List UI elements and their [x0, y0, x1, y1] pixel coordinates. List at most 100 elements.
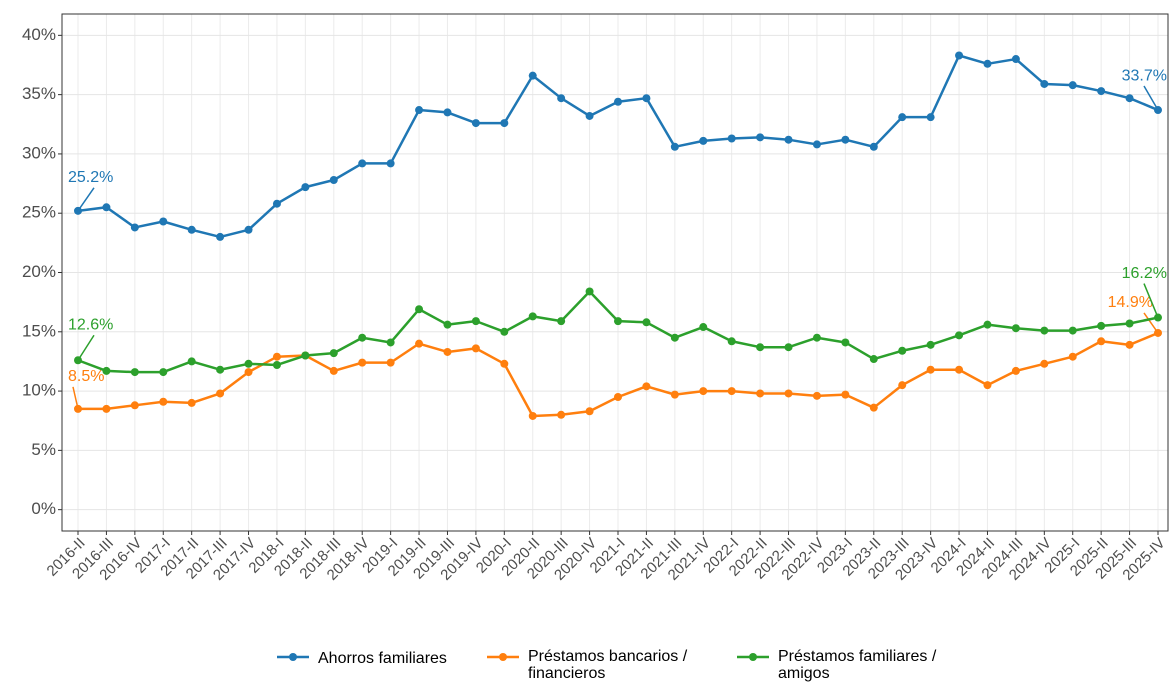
point	[159, 397, 168, 406]
point	[699, 387, 708, 396]
point	[926, 113, 935, 122]
point	[471, 344, 480, 353]
point	[1011, 324, 1020, 333]
point	[130, 223, 139, 232]
point	[670, 333, 679, 342]
legend-label: Préstamos familiares / amigos	[778, 648, 937, 682]
point	[386, 358, 395, 367]
data-label: 25.2%	[68, 169, 113, 186]
point	[614, 317, 622, 326]
point	[756, 389, 765, 398]
point	[102, 203, 111, 212]
point	[500, 327, 509, 336]
point	[841, 390, 850, 399]
point	[585, 287, 594, 296]
point	[898, 346, 907, 355]
point	[955, 51, 964, 60]
point	[955, 331, 964, 340]
point	[102, 404, 111, 413]
y-tick-label: 40%	[22, 25, 56, 44]
point	[528, 411, 537, 420]
point	[1125, 319, 1134, 328]
legend-dot	[499, 653, 507, 661]
point	[1068, 326, 1077, 335]
data-label: 33.7%	[1122, 67, 1167, 84]
point	[443, 108, 452, 117]
annotation-leader	[77, 334, 95, 361]
data-label: 12.6%	[68, 316, 113, 333]
point	[784, 343, 793, 352]
point	[841, 338, 850, 347]
point	[329, 349, 338, 358]
point	[1097, 337, 1106, 346]
point	[841, 135, 850, 144]
point	[358, 333, 367, 342]
point	[358, 159, 367, 168]
point	[471, 317, 480, 326]
point	[784, 389, 793, 398]
annotation-leader	[77, 187, 95, 212]
point	[1040, 326, 1049, 335]
point	[329, 366, 338, 375]
point	[244, 225, 253, 234]
point	[670, 390, 679, 399]
legend-key	[737, 653, 769, 661]
point	[784, 135, 793, 144]
point	[102, 366, 111, 375]
point	[1011, 55, 1020, 64]
point	[187, 225, 196, 234]
point	[386, 159, 395, 168]
point	[1125, 340, 1134, 349]
point	[130, 368, 139, 377]
point	[955, 365, 964, 374]
point	[386, 338, 395, 347]
point	[869, 142, 878, 151]
point	[443, 320, 452, 329]
point	[187, 357, 196, 366]
point	[983, 320, 992, 329]
point	[585, 111, 594, 120]
point	[216, 389, 225, 398]
point	[557, 317, 566, 326]
legend-dot	[749, 653, 757, 661]
point	[557, 94, 566, 103]
point	[983, 381, 992, 390]
point	[500, 119, 509, 128]
point	[614, 97, 622, 106]
legend-item: Préstamos familiares / amigos	[736, 648, 978, 682]
point	[812, 333, 821, 342]
point	[585, 407, 594, 416]
point	[130, 401, 139, 410]
point	[415, 106, 424, 115]
point	[557, 410, 566, 419]
point	[1097, 321, 1106, 330]
point	[1011, 366, 1020, 375]
point	[301, 351, 310, 360]
point	[216, 365, 225, 374]
y-tick-label: 15%	[22, 321, 56, 340]
chart: 0%5%10%15%20%25%30%35%40%2016-II2016-III…	[22, 13, 1169, 584]
point	[614, 393, 622, 402]
y-tick-label: 20%	[22, 262, 56, 281]
point	[443, 347, 452, 356]
point	[699, 323, 708, 332]
legend-label: Préstamos bancarios / financieros	[528, 648, 688, 682]
point	[1068, 352, 1077, 361]
point	[187, 398, 196, 407]
point	[159, 368, 168, 377]
point	[1040, 79, 1049, 88]
point	[642, 318, 651, 327]
y-tick-label: 35%	[22, 84, 56, 103]
point	[1068, 81, 1077, 90]
legend-label: Ahorros familiares	[318, 650, 447, 667]
point	[756, 133, 765, 142]
data-label: 8.5%	[68, 368, 104, 385]
point	[272, 199, 281, 208]
point	[329, 176, 338, 185]
point	[926, 340, 935, 349]
y-tick-label: 5%	[31, 440, 56, 459]
point	[869, 403, 878, 412]
point	[642, 382, 651, 391]
legend-item: Préstamos bancarios / financieros	[486, 648, 728, 682]
point	[415, 339, 424, 348]
